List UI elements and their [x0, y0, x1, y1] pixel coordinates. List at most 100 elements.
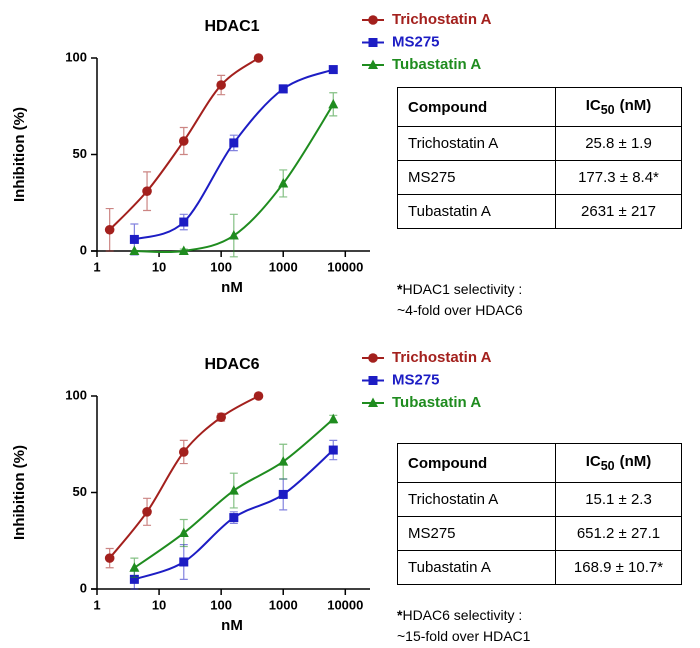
- y-tick-label: 100: [65, 49, 87, 64]
- compound-cell: Tubastatin A: [397, 550, 556, 585]
- compound-cell: MS275: [397, 160, 556, 195]
- note-line: ~15-fold over HDAC1: [397, 628, 531, 644]
- marker: [229, 513, 239, 523]
- legend-marker: [368, 15, 378, 25]
- marker: [129, 234, 139, 244]
- marker: [328, 98, 339, 109]
- ic50-table: Compound IC50 (nM) Trichostatin A 15.1 ± 2.3…: [397, 443, 682, 585]
- y-tick-label: 50: [73, 484, 87, 499]
- marker: [228, 230, 239, 240]
- marker: [179, 217, 189, 227]
- marker: [129, 245, 140, 255]
- marker: [278, 456, 289, 466]
- y-tick-label: 0: [80, 580, 87, 595]
- note-text: HDAC1 selectivity :: [402, 281, 523, 297]
- legend-label: Tubastatin A: [392, 56, 481, 73]
- x-tick-label: 10: [152, 597, 166, 612]
- marker: [278, 84, 288, 94]
- marker: [253, 53, 264, 63]
- value-cell: 651.2 ± 27.1: [555, 516, 682, 551]
- compound-cell: MS275: [397, 516, 556, 551]
- marker: [328, 65, 338, 75]
- marker: [178, 447, 189, 457]
- marker: [229, 138, 239, 148]
- legend-marker: [368, 376, 378, 385]
- marker: [253, 391, 264, 401]
- header-subscript: 50: [600, 103, 615, 117]
- header-cell: IC50 (nM): [555, 87, 682, 127]
- x-axis-label: nM: [221, 279, 243, 296]
- table-row: Tubastatin A 2631 ± 217: [397, 194, 682, 229]
- legend-label: MS275: [392, 371, 440, 388]
- legend-label: Trichostatin A: [392, 11, 492, 28]
- value-cell: 177.3 ± 8.4*: [555, 160, 682, 195]
- x-tick-label: 10000: [327, 259, 363, 274]
- legend-label: Trichostatin A: [392, 349, 492, 366]
- table-row: Tubastatin A 168.9 ± 10.7*: [397, 550, 682, 585]
- value-cell: 15.1 ± 2.3: [555, 482, 682, 517]
- header-cell: IC50 (nM): [555, 443, 682, 483]
- note-text: HDAC6 selectivity :: [402, 607, 523, 623]
- compound-cell: Trichostatin A: [397, 482, 556, 517]
- value-cell: 25.8 ± 1.9: [555, 126, 682, 161]
- x-tick-label: 1000: [269, 597, 298, 612]
- x-axis-label: nM: [221, 617, 243, 634]
- legend-marker: [368, 353, 378, 363]
- legend-marker: [368, 59, 378, 69]
- note-mark: *: [397, 607, 403, 623]
- y-tick-label: 100: [65, 387, 87, 402]
- y-tick-label: 50: [73, 146, 87, 161]
- marker: [179, 557, 189, 567]
- marker: [216, 80, 226, 90]
- note-line: ~4-fold over HDAC6: [397, 302, 523, 318]
- chart-title: HDAC6: [204, 356, 259, 373]
- marker: [129, 562, 140, 572]
- marker: [178, 527, 189, 538]
- marker: [328, 445, 338, 455]
- compound-cell: Tubastatin A: [397, 194, 556, 229]
- legend-label: Tubastatin A: [392, 394, 481, 411]
- marker: [278, 177, 289, 188]
- x-tick-label: 100: [210, 597, 232, 612]
- legend-label: MS275: [392, 33, 440, 50]
- marker: [104, 553, 115, 563]
- table-row: MS275 177.3 ± 8.4*: [397, 160, 682, 195]
- compound-cell: Trichostatin A: [397, 126, 556, 161]
- note-line: *HDAC1 selectivity :: [397, 279, 523, 300]
- marker: [178, 136, 189, 146]
- x-tick-label: 10000: [327, 597, 363, 612]
- table-header: Compound IC50 (nM): [397, 87, 682, 127]
- marker: [228, 485, 239, 495]
- legend-marker: [368, 397, 378, 407]
- y-tick-label: 0: [80, 242, 87, 257]
- table-row: MS275 651.2 ± 27.1: [397, 516, 682, 551]
- selectivity-note: *HDAC6 selectivity : ~15-fold over HDAC1: [397, 605, 530, 647]
- x-tick-label: 1000: [269, 259, 298, 274]
- value-cell: 2631 ± 217: [555, 194, 682, 229]
- value-cell: 168.9 ± 10.7*: [555, 550, 682, 585]
- marker: [278, 489, 288, 499]
- header-unit: (nM): [619, 453, 652, 470]
- x-tick-label: 10: [152, 259, 166, 274]
- marker: [142, 507, 152, 517]
- selectivity-note: *HDAC1 selectivity : ~4-fold over HDAC6: [397, 279, 523, 321]
- note-line: *HDAC6 selectivity :: [397, 605, 530, 626]
- note-mark: *: [397, 281, 403, 297]
- x-tick-label: 1: [93, 597, 100, 612]
- header-text: IC: [585, 97, 601, 114]
- y-axis-label: Inhibition (%): [11, 107, 28, 202]
- x-tick-label: 1: [93, 259, 100, 274]
- table-row: Trichostatin A 25.8 ± 1.9: [397, 126, 682, 161]
- table-row: Trichostatin A 15.1 ± 2.3: [397, 482, 682, 517]
- header-subscript: 50: [600, 459, 615, 473]
- marker: [216, 412, 226, 423]
- x-tick-label: 100: [210, 259, 232, 274]
- table-header: Compound IC50 (nM): [397, 443, 682, 483]
- marker: [178, 245, 189, 255]
- y-axis-label: Inhibition (%): [11, 445, 28, 540]
- marker: [129, 574, 139, 584]
- legend-marker: [368, 38, 378, 47]
- header-cell: Compound: [397, 87, 556, 127]
